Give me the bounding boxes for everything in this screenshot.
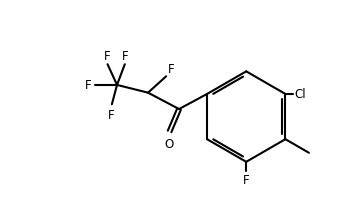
- Text: F: F: [108, 108, 114, 121]
- Text: Cl: Cl: [294, 88, 306, 101]
- Text: F: F: [85, 79, 92, 92]
- Text: O: O: [164, 137, 173, 150]
- Text: F: F: [168, 62, 174, 75]
- Text: F: F: [103, 49, 110, 62]
- Text: F: F: [121, 49, 128, 62]
- Text: F: F: [243, 173, 249, 186]
